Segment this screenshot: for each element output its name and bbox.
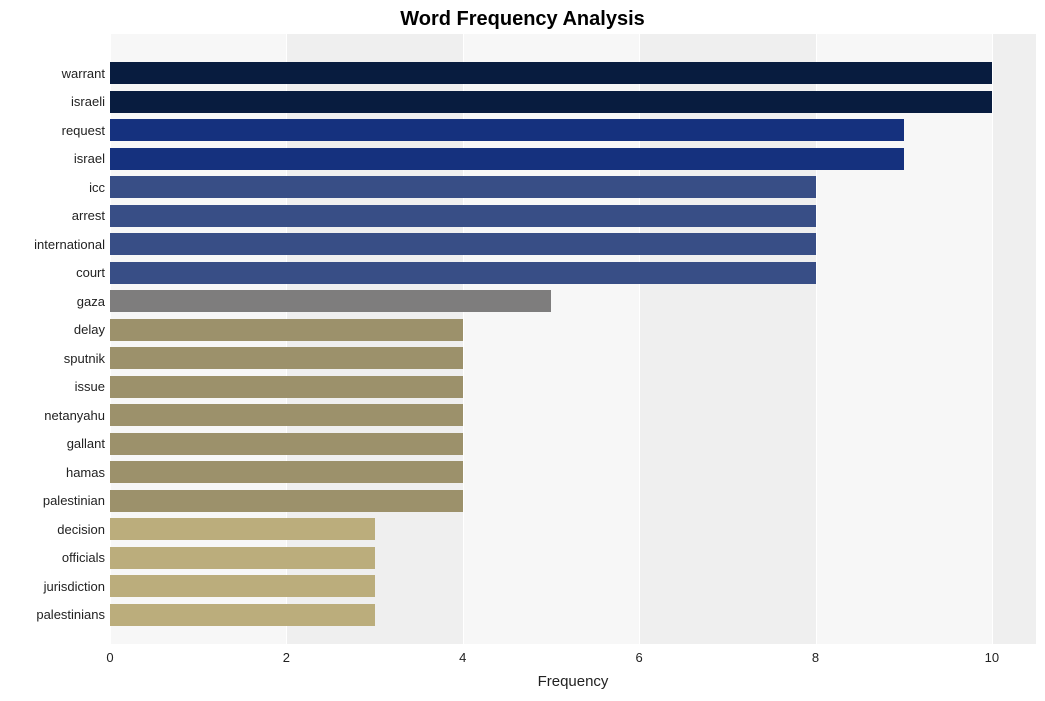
x-tick-label: 0 <box>106 650 113 665</box>
bar <box>110 490 463 512</box>
chart-title: Word Frequency Analysis <box>0 8 1045 31</box>
y-tick-label: decision <box>57 522 105 537</box>
y-tick-label: jurisdiction <box>44 579 105 594</box>
bar <box>110 119 904 141</box>
y-tick-label: gallant <box>67 436 105 451</box>
x-axis-label: Frequency <box>110 673 1036 690</box>
bar <box>110 205 816 227</box>
bar <box>110 148 904 170</box>
bar <box>110 62 992 84</box>
y-tick-label: issue <box>75 379 105 394</box>
bar <box>110 518 375 540</box>
y-tick-label: netanyahu <box>44 408 105 423</box>
bar <box>110 547 375 569</box>
x-tick-label: 6 <box>636 650 643 665</box>
y-tick-label: arrest <box>72 208 105 223</box>
y-tick-label: international <box>34 237 105 252</box>
y-tick-label: delay <box>74 322 105 337</box>
y-tick-label: court <box>76 265 105 280</box>
y-tick-label: icc <box>89 180 105 195</box>
y-tick-label: request <box>62 123 105 138</box>
x-tick-label: 10 <box>985 650 999 665</box>
x-tick-label: 4 <box>459 650 466 665</box>
bar <box>110 290 551 312</box>
bar <box>110 404 463 426</box>
bar <box>110 319 463 341</box>
bar <box>110 347 463 369</box>
bar <box>110 461 463 483</box>
y-tick-label: israel <box>74 151 105 166</box>
bar <box>110 376 463 398</box>
y-tick-label: sputnik <box>64 351 105 366</box>
y-tick-label: warrant <box>62 66 105 81</box>
bar <box>110 575 375 597</box>
y-tick-label: gaza <box>77 294 105 309</box>
y-tick-label: israeli <box>71 94 105 109</box>
bar <box>110 604 375 626</box>
y-tick-label: officials <box>62 550 105 565</box>
bar <box>110 233 816 255</box>
chart-container: Word Frequency Analysis Frequency 0 2 4 6 8 1… <box>0 0 1045 701</box>
bar <box>110 262 816 284</box>
x-tick-label: 8 <box>812 650 819 665</box>
x-tick-label: 2 <box>283 650 290 665</box>
y-tick-label: hamas <box>66 465 105 480</box>
plot-area <box>110 34 1036 644</box>
y-tick-label: palestinian <box>43 493 105 508</box>
bar <box>110 176 816 198</box>
bars-layer <box>110 34 1036 644</box>
y-tick-label: palestinians <box>36 607 105 622</box>
bar <box>110 91 992 113</box>
bar <box>110 433 463 455</box>
